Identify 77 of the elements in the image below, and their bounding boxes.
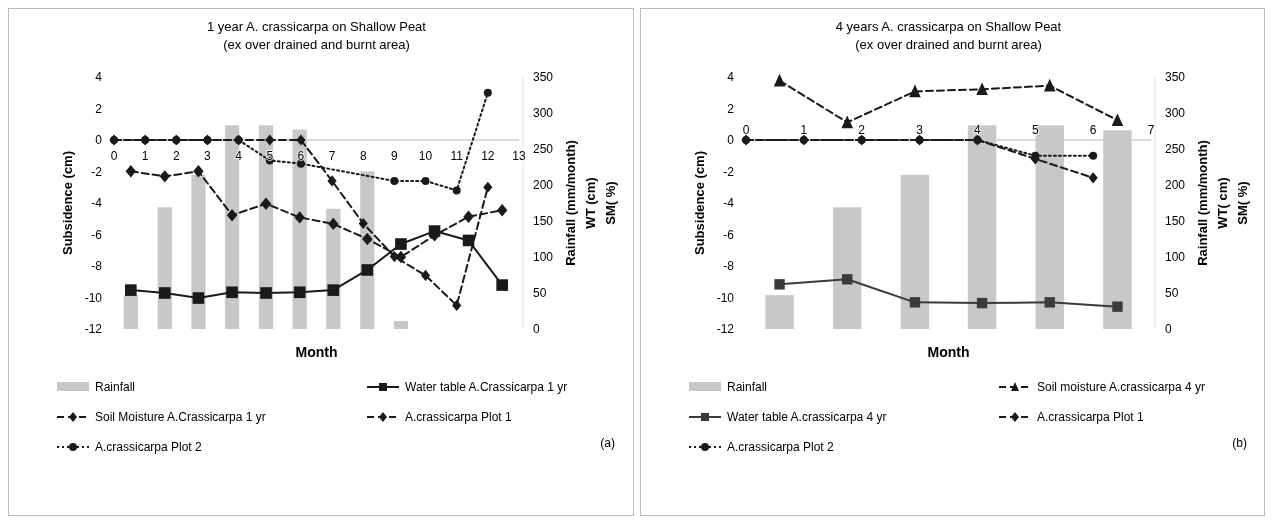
x-tick-label: 9 <box>391 149 399 163</box>
y-tick-label: -2 <box>722 164 734 179</box>
chart-title: 1 year A. crassicarpa on Shallow Peat <box>207 19 427 34</box>
x-tick-label: 6 <box>297 149 305 163</box>
y-tick-label: -12 <box>716 322 734 336</box>
x-tick-label: 4 <box>973 123 981 137</box>
y-tick-label: -10 <box>84 290 103 305</box>
y2-tick-label: 0 <box>1164 322 1172 336</box>
legend-label: Soil moisture A.crassicarpa 4 yr <box>1036 380 1205 394</box>
x-tick-label: 1 <box>141 149 149 163</box>
legend-label: Rainfall <box>95 380 136 394</box>
x-tick-label: 4 <box>235 149 243 163</box>
y-tick-label: -10 <box>716 290 734 305</box>
y2-axis-title: Rainfall (mm/month) WT (cm) SM( %) <box>563 140 618 266</box>
y2-tick-label: 300 <box>1164 106 1185 120</box>
legend-label: Soil Moisture A.Crassicarpa 1 yr <box>95 410 266 424</box>
y-tick-label: 4 <box>726 70 734 84</box>
y-tick-label: 0 <box>95 133 103 147</box>
y-tick-label: -6 <box>722 227 734 242</box>
x-tick-label: 2 <box>857 123 865 137</box>
y-tick-label: -12 <box>84 322 103 336</box>
legend-label: A.crassicarpa Plot 1 <box>1036 410 1144 424</box>
y2-axis-title: Rainfall (mm/month) WT( cm) SM( %) <box>1194 140 1250 266</box>
y-tick-label: 2 <box>726 101 734 116</box>
x-tick-label: 7 <box>328 149 336 163</box>
x-tick-label: 11 <box>450 149 464 163</box>
chart-title: 4 years A. crassicarpa on Shallow Peat <box>835 19 1062 34</box>
legend-label: A.crassicarpa Plot 2 <box>726 440 834 454</box>
chart-subtitle: (ex over drained and burnt area) <box>223 37 410 52</box>
x-tick-label: 0 <box>110 149 118 163</box>
y2-tick-label: 50 <box>1164 286 1179 300</box>
chart-subtitle: (ex over drained and burnt area) <box>854 37 1042 52</box>
text: (b) <box>1231 436 1247 450</box>
legend-label: Water table A.crassicarpa 4 yr <box>726 410 887 424</box>
y-tick-label: -2 <box>91 164 103 179</box>
y2-tick-label: 200 <box>1164 178 1185 192</box>
x-tick-label: 12 <box>481 149 495 163</box>
y2-tick-label: 0 <box>533 322 540 336</box>
y-tick-label: 2 <box>95 101 103 116</box>
y-axis-title: Subsidence (cm) <box>691 150 707 256</box>
y-tick-label: -4 <box>91 196 103 210</box>
x-tick-label: 10 <box>418 149 433 163</box>
x-tick-label: 13 <box>512 149 526 163</box>
legend-label: Rainfall <box>726 380 767 394</box>
y2-tick-label: 100 <box>533 250 554 264</box>
x-tick-label: 5 <box>1031 123 1039 137</box>
y2-tick-label: 250 <box>533 142 554 156</box>
y2-tick-label: 150 <box>533 214 554 228</box>
y2-tick-label: 350 <box>1164 70 1185 84</box>
x-tick-label: 0 <box>742 123 750 137</box>
x-tick-label: 8 <box>359 149 367 163</box>
x-tick-label: 7 <box>1147 123 1155 137</box>
legend-label: A.crassicarpa Plot 2 <box>95 440 203 454</box>
legend-label: Water table A.Crassicarpa 1 yr <box>405 380 568 394</box>
y-tick-label: -6 <box>91 227 103 242</box>
x-tick-label: 3 <box>915 123 923 137</box>
legend-label: A.crassicarpa Plot 1 <box>405 410 513 424</box>
y-tick-label: -8 <box>722 259 734 273</box>
x-tick-label: 2 <box>172 149 180 163</box>
y2-tick-label: 250 <box>1164 142 1185 156</box>
y-tick-label: -8 <box>91 259 103 273</box>
y2-tick-label: 300 <box>533 106 554 120</box>
y2-tick-label: 350 <box>533 70 554 84</box>
y-axis-title: Subsidence (cm) <box>60 150 75 256</box>
y-tick-label: 4 <box>95 70 103 84</box>
x-axis-title: Month <box>295 344 338 360</box>
y-tick-label: -4 <box>722 196 734 210</box>
x-tick-label: 6 <box>1089 123 1097 137</box>
y2-tick-label: 100 <box>1164 250 1185 264</box>
x-tick-label: 1 <box>800 123 808 137</box>
y2-tick-label: 150 <box>1164 214 1185 228</box>
text: (a) <box>600 436 615 450</box>
x-axis-title: Month <box>927 344 969 360</box>
x-tick-label: 3 <box>204 149 212 163</box>
y2-tick-label: 50 <box>533 286 547 300</box>
y2-tick-label: 200 <box>533 178 554 192</box>
y-tick-label: 0 <box>726 133 734 147</box>
